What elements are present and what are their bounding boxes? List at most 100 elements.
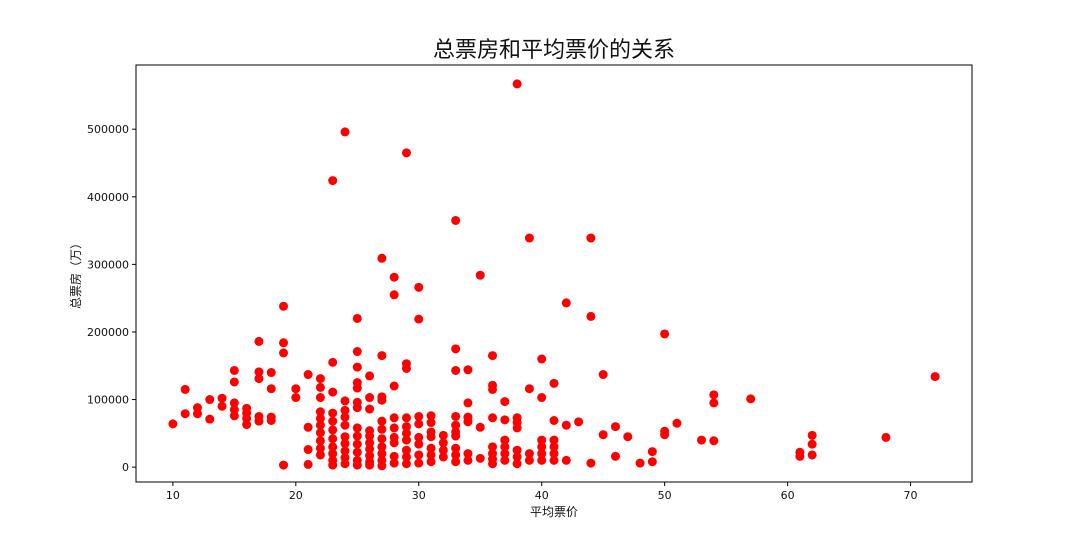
data-point [500, 397, 510, 407]
data-point [660, 430, 670, 440]
data-point [340, 432, 350, 442]
y-tick-label: 400000 [87, 191, 129, 204]
data-point [401, 422, 411, 432]
data-point [574, 417, 584, 427]
data-point [500, 435, 510, 445]
x-axis-ticks: 10 20 30 40 50 60 70 [166, 482, 918, 502]
data-point [315, 374, 325, 384]
data-point [500, 442, 510, 452]
data-point [217, 393, 227, 403]
data-point [328, 460, 338, 470]
data-point [598, 370, 608, 380]
data-point [315, 407, 325, 417]
data-point [377, 395, 387, 405]
data-point [279, 460, 289, 470]
data-point [795, 451, 805, 461]
data-point [340, 396, 350, 406]
data-point [414, 439, 424, 449]
data-point [672, 418, 682, 428]
data-point [205, 395, 215, 405]
data-point [647, 457, 657, 467]
data-point [660, 329, 670, 339]
data-point [414, 314, 424, 324]
data-point [586, 458, 596, 468]
data-point [414, 458, 424, 468]
data-point [389, 290, 399, 300]
data-point [254, 367, 264, 377]
data-point [451, 443, 461, 453]
data-point [389, 423, 399, 433]
data-point [352, 431, 362, 441]
data-point [623, 432, 633, 442]
data-point [697, 435, 707, 445]
data-point [352, 439, 362, 449]
data-point [180, 409, 190, 419]
data-point [377, 434, 387, 444]
x-tick-label: 70 [904, 489, 918, 502]
data-point [377, 442, 387, 452]
data-point [279, 338, 289, 348]
data-point [647, 447, 657, 457]
data-point [352, 423, 362, 433]
data-point [488, 384, 498, 394]
data-point [426, 418, 436, 428]
data-point [377, 351, 387, 361]
data-point [315, 443, 325, 453]
data-point [401, 459, 411, 469]
data-point [377, 416, 387, 426]
data-point [537, 393, 547, 403]
data-point [389, 451, 399, 461]
data-point [328, 449, 338, 459]
data-point [500, 455, 510, 465]
data-point [315, 393, 325, 403]
data-point [401, 148, 411, 158]
data-point [549, 415, 559, 425]
data-point [266, 368, 276, 378]
data-point [610, 451, 620, 461]
data-point [340, 446, 350, 456]
data-point [488, 459, 498, 469]
data-point [537, 435, 547, 445]
data-point [451, 431, 461, 441]
data-point [930, 372, 940, 382]
data-point [549, 449, 559, 459]
data-point [438, 445, 448, 455]
data-point [242, 420, 252, 430]
data-point [303, 422, 313, 432]
data-point [315, 436, 325, 446]
data-point [315, 382, 325, 392]
data-point [389, 272, 399, 282]
data-point [807, 450, 817, 460]
data-point [709, 436, 719, 446]
data-point [365, 404, 375, 414]
data-point [401, 363, 411, 373]
data-point [340, 438, 350, 448]
y-axis-ticks: 0 100000 200000 300000 400000 500000 [87, 123, 136, 474]
data-point [254, 416, 264, 426]
data-point [229, 365, 239, 375]
data-point [328, 387, 338, 397]
data-point [401, 445, 411, 455]
data-point [328, 416, 338, 426]
y-tick-label: 100000 [87, 394, 129, 407]
data-point [414, 419, 424, 429]
data-point [365, 371, 375, 381]
data-point [389, 381, 399, 391]
data-point [315, 413, 325, 423]
data-point [328, 425, 338, 435]
x-tick-label: 20 [289, 489, 303, 502]
data-point [426, 432, 436, 442]
data-point [279, 348, 289, 358]
data-point [303, 445, 313, 455]
data-point [512, 459, 522, 469]
data-point [365, 393, 375, 403]
plot-frame [135, 64, 973, 483]
data-point [401, 428, 411, 438]
data-point [598, 430, 608, 440]
data-point [340, 420, 350, 430]
y-tick-label: 500000 [87, 123, 129, 136]
data-point [586, 233, 596, 243]
data-point [561, 420, 571, 430]
data-point [315, 428, 325, 438]
